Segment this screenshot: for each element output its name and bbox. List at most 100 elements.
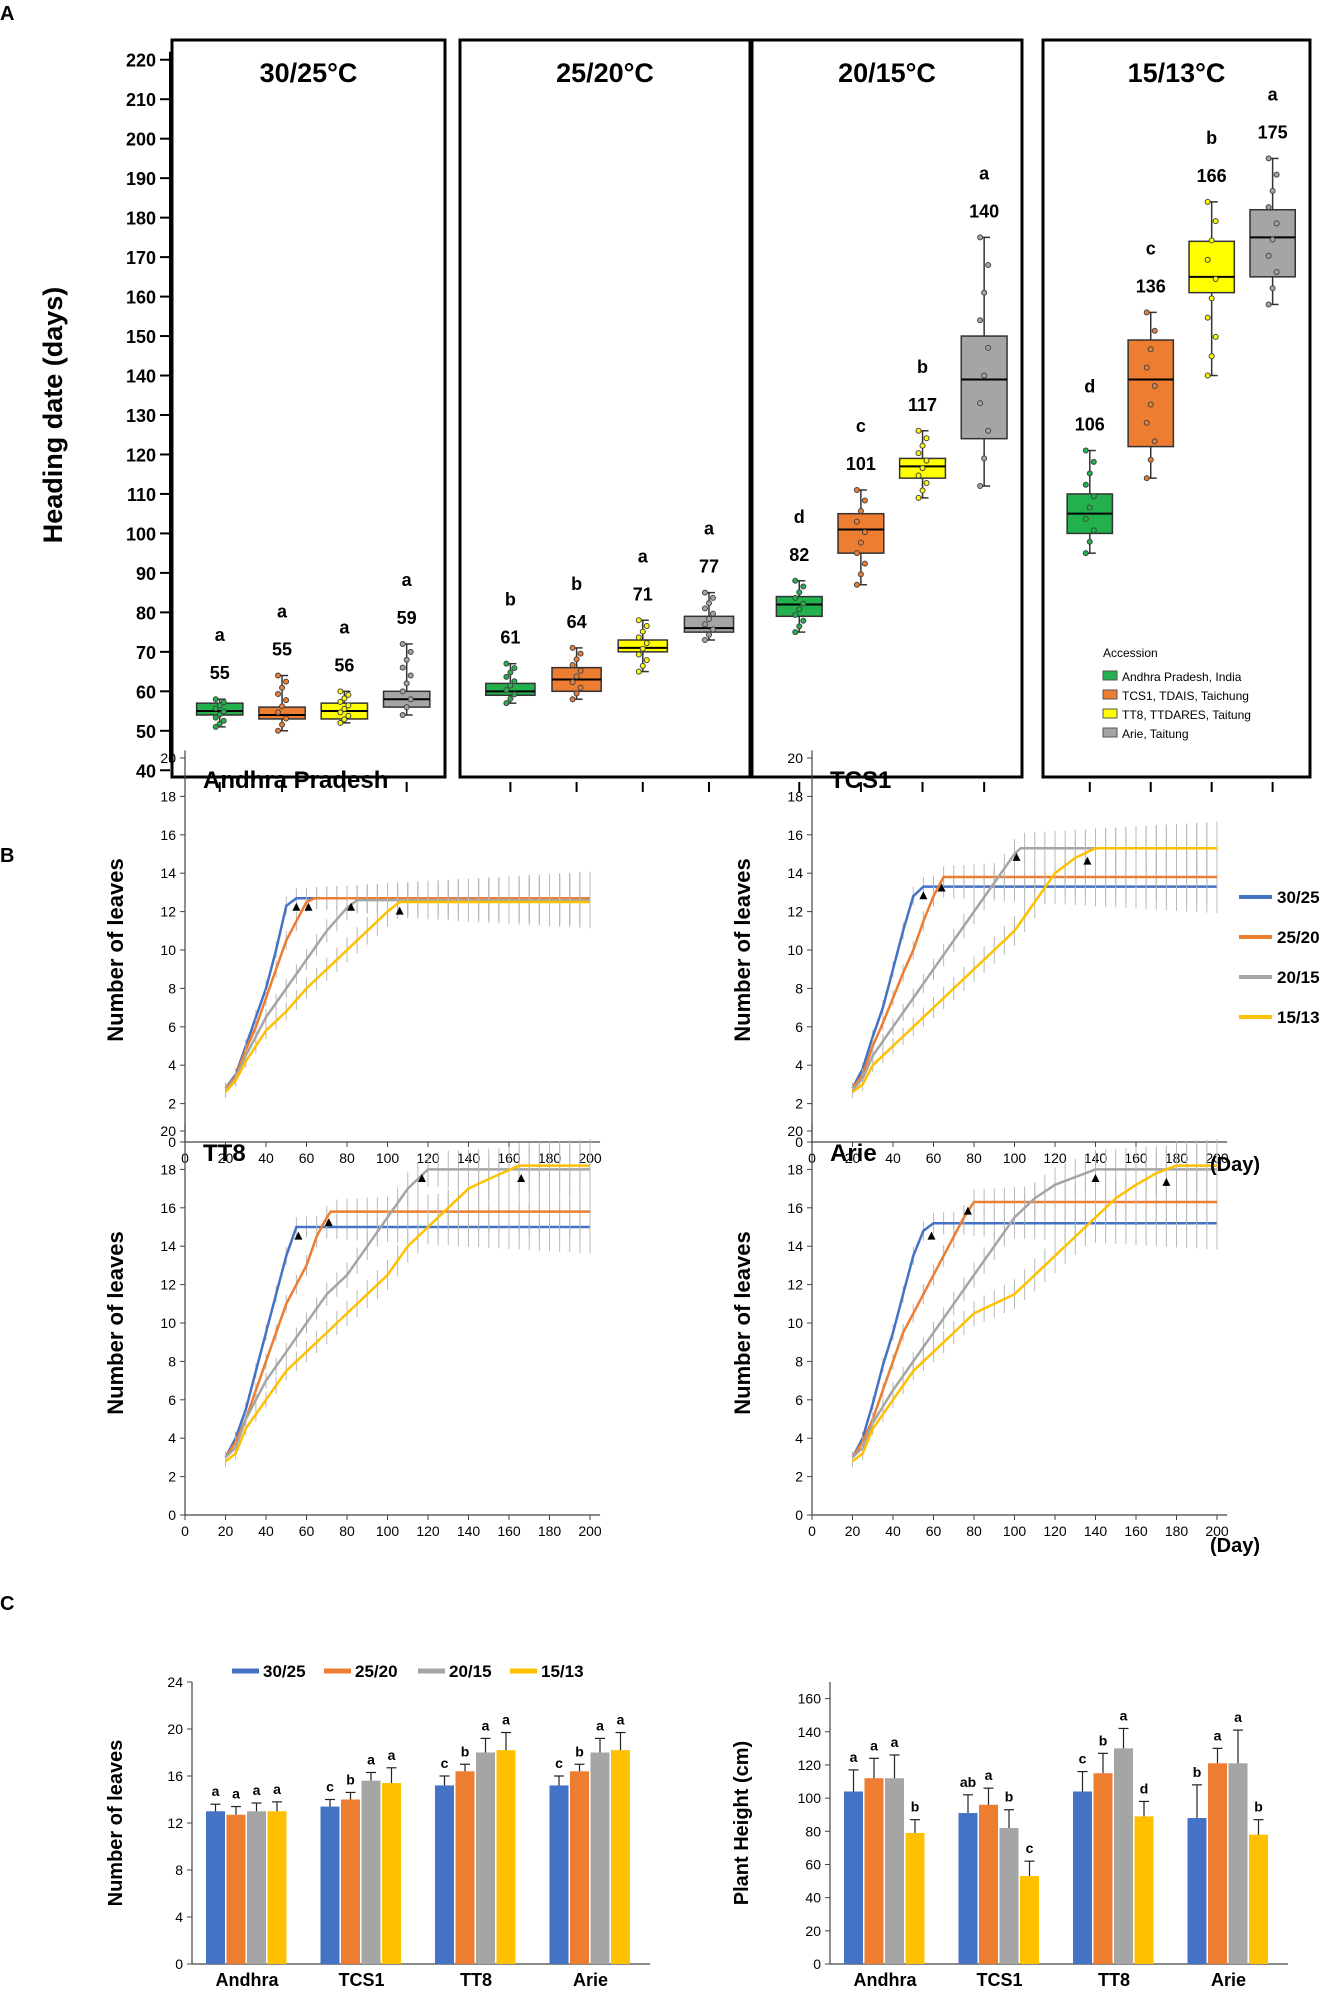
boxplot-legend-label: Andhra Pradesh, India	[1122, 670, 1242, 684]
bar-chart-category-label: Arie	[573, 1970, 608, 1989]
line-chart-y-axis-title: Number of leaves	[103, 858, 128, 1041]
bar-chart-y-tick-label: 80	[805, 1823, 821, 1839]
boxplot-point	[1265, 301, 1272, 308]
bar-chart-category-label: TT8	[1098, 1970, 1130, 1989]
line-chart-y-tick-label: 12	[160, 1277, 176, 1293]
boxplot-point	[800, 600, 807, 607]
boxplot-point	[709, 626, 716, 633]
boxplot-point	[1212, 218, 1219, 225]
boxplot-point	[1204, 314, 1211, 321]
bar-chart-y-tick-label: 8	[175, 1862, 183, 1878]
bar-chart-legend-label: 30/25	[263, 1662, 306, 1681]
boxplot-y-tick-label: 140	[126, 367, 156, 387]
line-chart-x-tick-label: 80	[339, 1523, 355, 1539]
boxplot-point	[1082, 447, 1089, 454]
boxplot-significance-letter: a	[1268, 84, 1279, 104]
bar-chart-y-tick-label: 60	[805, 1856, 821, 1872]
boxplot-point	[635, 668, 642, 675]
line-chart-x-tick-label: 120	[416, 1523, 440, 1539]
boxplot-significance-letter: b	[505, 590, 516, 610]
line-chart-heading-marker	[292, 902, 301, 911]
line-chart-y-tick-label: 2	[795, 1096, 803, 1112]
boxplot-point	[220, 717, 227, 724]
boxplot-point	[573, 656, 580, 663]
line-chart-heading-marker	[1091, 1174, 1100, 1182]
boxplot-point	[1208, 237, 1215, 244]
boxplot-point	[1143, 475, 1150, 482]
bar-chart-bar-20-15	[361, 1780, 381, 1964]
boxplot-point	[792, 629, 799, 636]
boxplot-point	[1269, 187, 1276, 194]
line-chart-x-tick-label: 20	[845, 1150, 861, 1166]
boxplot-point	[577, 650, 584, 657]
bar-chart-significance-letter: b	[1254, 1799, 1263, 1815]
boxplot-mean-label: 56	[334, 655, 354, 675]
line-chart-x-tick-label: 180	[1165, 1523, 1189, 1539]
line-chart-y-tick-label: 6	[795, 1019, 803, 1035]
bar-chart-legend-label: 25/20	[355, 1662, 398, 1681]
line-chart-x-tick-label: 60	[926, 1150, 942, 1166]
bar-chart-significance-letter: b	[575, 1743, 584, 1759]
panel-label-c: C	[0, 1593, 14, 1615]
bar-chart-significance-letter: a	[1214, 1727, 1222, 1743]
bar-chart-significance-letter: a	[273, 1781, 281, 1797]
boxplot-point	[857, 571, 864, 578]
boxplot-point	[985, 262, 992, 268]
bar-chart-bar-20-15	[590, 1752, 610, 1964]
line-chart-legend-label: 15/13	[1277, 1008, 1320, 1027]
boxplot-point	[1273, 269, 1280, 276]
boxplot-point	[796, 623, 803, 630]
boxplot-point	[1204, 198, 1211, 205]
boxplot-y-tick-label: 170	[126, 248, 156, 268]
boxplot-point	[643, 657, 650, 664]
bar-chart-bar-25-20	[1093, 1773, 1113, 1964]
line-chart-y-tick-label: 8	[795, 1353, 803, 1369]
boxplot-point	[639, 628, 646, 635]
boxplot-point	[216, 711, 223, 718]
line-chart-y-tick-label: 14	[787, 865, 803, 881]
bar-chart-category-label: Arie	[1211, 1970, 1246, 1989]
bar-chart-category-label: TT8	[460, 1970, 492, 1989]
boxplot-point	[985, 344, 992, 351]
boxplot-point	[212, 714, 219, 721]
boxplot-point	[796, 589, 803, 596]
bar-chart-significance-letter: a	[891, 1734, 899, 1750]
line-chart-x-tick-label: 140	[457, 1523, 481, 1539]
bar-chart-significance-letter: b	[1193, 1764, 1202, 1780]
boxplot-point	[511, 678, 518, 685]
boxplot-mean-label: 77	[699, 557, 719, 577]
boxplot-mean-label: 59	[397, 608, 417, 628]
boxplot-point	[923, 435, 930, 442]
boxplot-point	[279, 684, 286, 691]
boxplot-mean-label: 106	[1075, 415, 1105, 435]
line-chart-x-axis-title-top: (Day)	[1210, 1154, 1260, 1176]
boxplot-point	[919, 442, 926, 449]
boxplot-significance-letter: c	[856, 416, 866, 436]
bar-chart-y-tick-label: 20	[167, 1721, 183, 1737]
boxplot-panel-frame	[170, 38, 447, 779]
line-chart-heading-marker	[417, 1174, 426, 1182]
bar-chart-y-tick-label: 0	[813, 1956, 821, 1972]
boxplot-point	[1086, 470, 1093, 477]
bar-chart-significance-letter: c	[555, 1755, 563, 1771]
boxplot-point	[577, 667, 584, 674]
bar-chart-significance-letter: a	[212, 1783, 220, 1799]
boxplot-point	[569, 644, 576, 651]
boxplot-point	[399, 712, 406, 718]
line-chart-y-tick-label: 14	[787, 1238, 803, 1254]
line-chart-x-tick-label: 60	[926, 1523, 942, 1539]
boxplot-legend-label: TT8, TTDARES, Taitung	[1122, 708, 1251, 722]
boxplot-point	[341, 705, 348, 712]
line-chart-x-tick-label: 60	[299, 1150, 315, 1166]
boxplot-significance-letter: c	[1146, 238, 1156, 258]
boxplot-point	[337, 719, 344, 726]
bar-chart-category-label-line1: Andhra	[216, 1970, 280, 1989]
bar-chart-significance-letter: c	[1026, 1840, 1034, 1856]
boxplot-point	[569, 696, 576, 703]
line-chart-x-tick-label: 140	[1084, 1523, 1108, 1539]
bar-chart-bar-15-13	[905, 1832, 925, 1964]
bar-chart-significance-letter: b	[1005, 1789, 1014, 1805]
boxplot-point	[283, 697, 290, 704]
boxplot-point	[709, 610, 716, 617]
